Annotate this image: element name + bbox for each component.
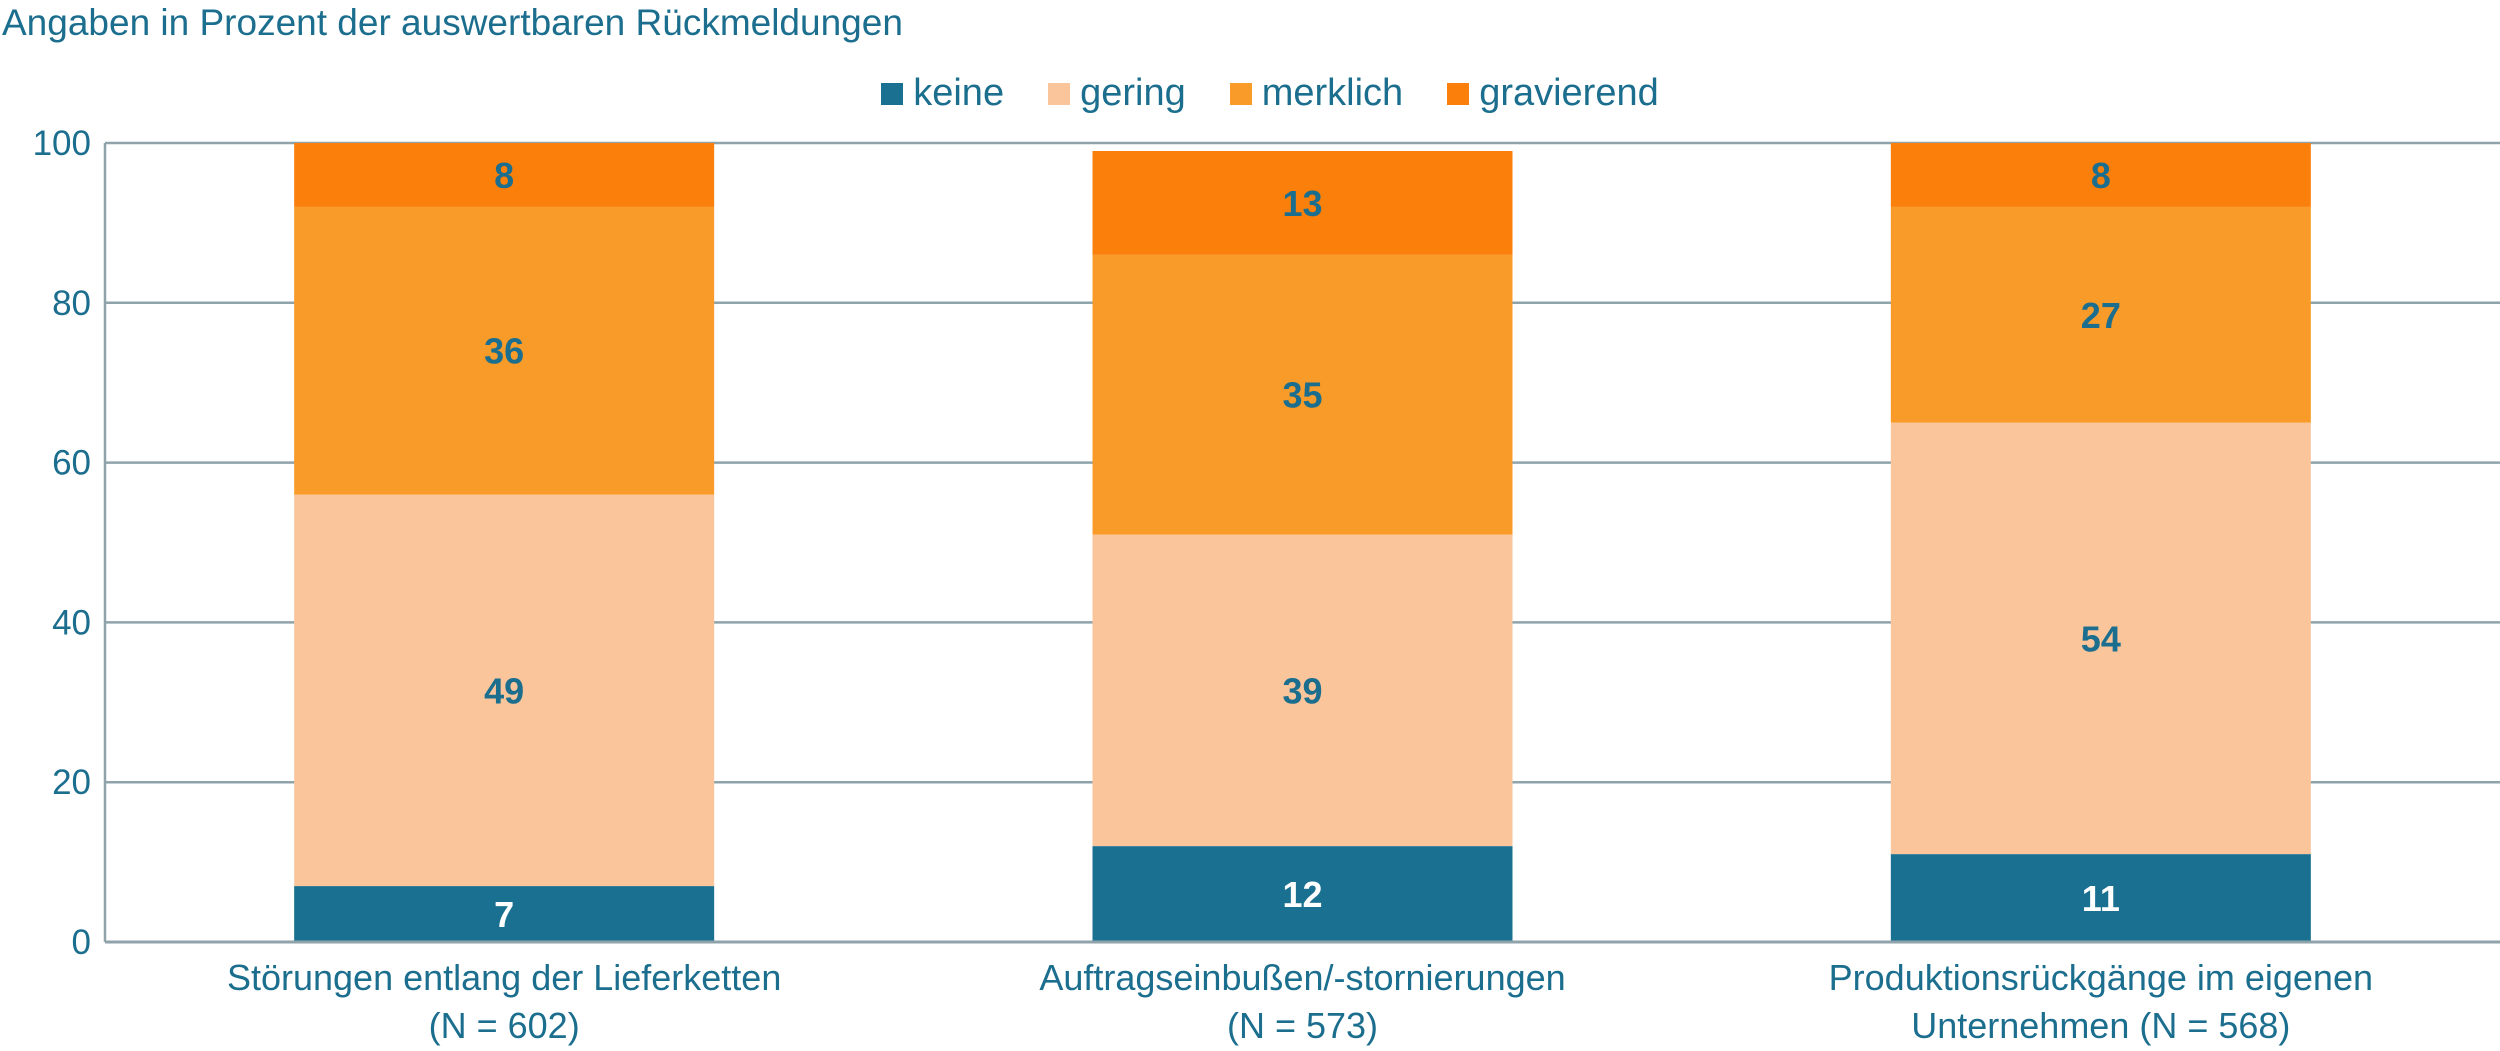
bar-gravierend: [1092, 150, 1513, 255]
data-label: 8: [2091, 155, 2111, 196]
bar-gravierend: [294, 143, 715, 207]
bar-keine: [1890, 854, 2311, 942]
bar-keine: [294, 886, 715, 942]
legend-label: merklich: [1261, 72, 1404, 114]
data-label: 7: [494, 894, 514, 935]
legend-label: gering: [1080, 72, 1186, 114]
y-tick-label: 0: [72, 923, 91, 962]
bar-merklich: [294, 206, 715, 495]
x-tick-label: (N = 602): [429, 1005, 580, 1046]
data-label: 39: [1282, 670, 1322, 711]
data-label: 36: [484, 331, 524, 372]
x-tick-label: Störungen entlang der Lieferketten: [227, 957, 781, 998]
x-tick-label: Produktionsrückgänge im eigenen: [1829, 957, 2373, 998]
bar-gering: [294, 494, 715, 887]
y-tick-label: 20: [52, 763, 91, 802]
data-label: 35: [1282, 375, 1322, 416]
x-tick-label: Auftragseinbußen/-stornierungen: [1039, 957, 1565, 998]
data-label: 8: [494, 155, 514, 196]
legend-item-gering: gering: [1048, 72, 1186, 115]
data-label: 11: [2082, 878, 2120, 919]
y-tick-label: 100: [33, 124, 91, 163]
data-label: 12: [1282, 874, 1322, 915]
legend-swatch: [1229, 82, 1252, 105]
legend-item-gravierend: gravierend: [1447, 72, 1659, 115]
legend-item-keine: keine: [881, 72, 1004, 115]
y-tick-label: 80: [52, 284, 91, 323]
bar-keine: [1092, 846, 1513, 942]
legend-label: keine: [913, 72, 1005, 114]
legend-swatch: [1447, 82, 1470, 105]
chart-subtitle: Angaben in Prozent der auswertbaren Rück…: [2, 2, 903, 43]
legend-swatch: [881, 82, 904, 105]
y-tick-label: 60: [52, 444, 91, 483]
bar-gering: [1890, 422, 2311, 855]
legend-label: gravierend: [1479, 72, 1659, 114]
legend-swatch: [1048, 82, 1071, 105]
data-label: 54: [2081, 618, 2121, 659]
bar-gravierend: [1890, 143, 2311, 207]
bar-merklich: [1092, 254, 1513, 535]
data-label: 27: [2081, 295, 2121, 336]
x-tick-label: Unternehmen (N = 568): [1911, 1005, 2290, 1046]
bar-merklich: [1890, 206, 2311, 423]
x-tick-label: (N = 573): [1227, 1005, 1378, 1046]
data-label: 49: [484, 670, 524, 711]
legend: keine gering merklich gravierend: [0, 72, 2500, 115]
bar-gering: [1092, 534, 1513, 847]
y-tick-label: 40: [52, 603, 91, 642]
data-label: 13: [1282, 183, 1322, 224]
legend-item-merklich: merklich: [1229, 72, 1404, 115]
